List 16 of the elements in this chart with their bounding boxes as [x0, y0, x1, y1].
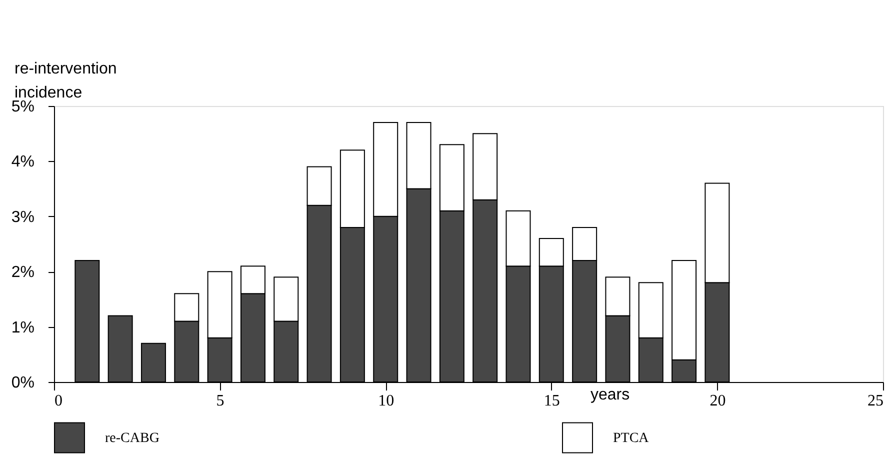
x-tick-label: 5: [216, 392, 224, 410]
x-tick-label: 0: [54, 392, 62, 410]
y-tick-label: 0%: [11, 374, 34, 392]
y-tick-label: 4%: [11, 154, 34, 171]
x-tick-label: 20: [710, 392, 726, 410]
y-tick-label: 1%: [11, 319, 34, 336]
x-tick-label: 15: [544, 392, 560, 410]
x-tick-label: 10: [378, 392, 394, 410]
x-axis-title: years: [590, 386, 630, 404]
legend-label: re-CABG: [105, 430, 160, 446]
y-axis-title: re-intervention incidence: [14, 60, 117, 102]
y-tick-label: 5%: [11, 98, 34, 116]
x-tick-label: 25: [868, 392, 884, 410]
legend-label: PTCA: [613, 430, 650, 446]
y-tick-label: 3%: [11, 208, 34, 226]
y-tick-label: 2%: [11, 264, 34, 282]
